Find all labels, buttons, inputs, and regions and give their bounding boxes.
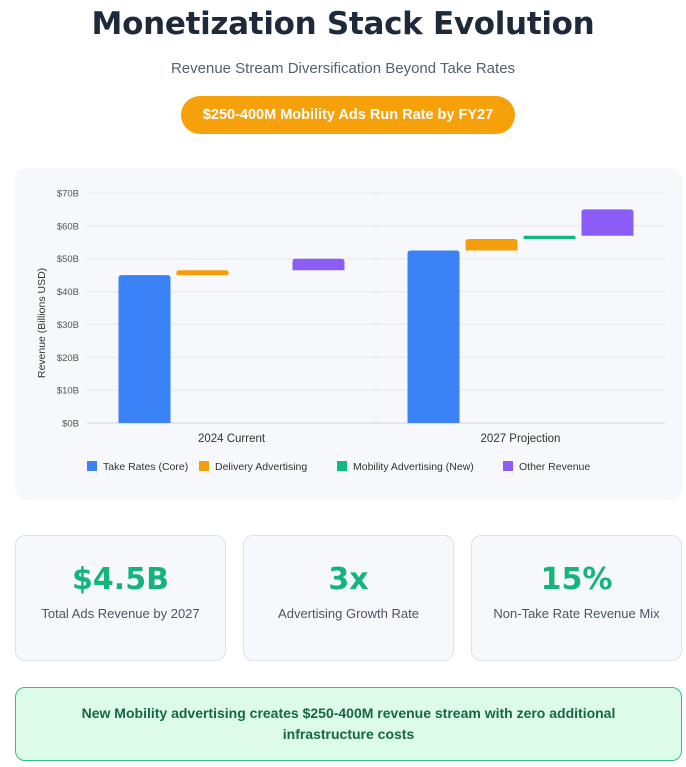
legend-swatch [199, 461, 209, 471]
y-tick-label: $50B [57, 254, 79, 265]
y-tick-label: $30B [57, 320, 79, 331]
legend-label: Mobility Advertising (New) [353, 461, 474, 473]
revenue-chart: $0B $10B $20B $30B $40B $50B $60B $70B Revenue (… [36, 189, 665, 473]
bar-delivery-advertising [465, 239, 518, 251]
bar-other-revenue [581, 209, 634, 236]
metric-value: 3x [328, 562, 369, 597]
bar-other-revenue [292, 258, 345, 271]
metric-label: Advertising Growth Rate [278, 606, 419, 621]
y-tick-label: $60B [57, 221, 79, 232]
callout-banner: New Mobility advertising creates $250-40… [15, 687, 682, 761]
bar-take-rates-core [118, 275, 171, 423]
metric-value: 15% [540, 562, 613, 597]
metric-card-ads-revenue: $4.5B Total Ads Revenue by 2027 [15, 535, 226, 661]
legend-label: Other Revenue [519, 461, 590, 473]
metric-card-revenue-mix: 15% Non-Take Rate Revenue Mix [471, 535, 682, 661]
y-tick-label: $20B [57, 353, 79, 364]
legend-swatch [337, 461, 347, 471]
callout-text: New Mobility advertising creates $250-40… [81, 705, 616, 742]
bar-take-rates-core [407, 250, 460, 423]
legend-label: Delivery Advertising [215, 461, 307, 473]
metric-card-growth-rate: 3x Advertising Growth Rate [243, 535, 454, 661]
metric-label: Total Ads Revenue by 2027 [41, 606, 200, 621]
y-tick-label: $70B [57, 189, 79, 200]
revenue-chart-card: $0B $10B $20B $30B $40B $50B $60B $70B Revenue (… [15, 168, 682, 500]
legend-swatch [503, 461, 513, 471]
metric-value: $4.5B [72, 562, 169, 597]
x-tick-label: 2027 Projection [481, 433, 561, 445]
y-tick-label: $0B [62, 419, 79, 430]
y-tick-label: $10B [57, 386, 79, 397]
y-tick-label: $40B [57, 287, 79, 298]
y-axis-label: Revenue (Billions USD) [36, 268, 48, 378]
legend-swatch [87, 461, 97, 471]
bar-delivery-advertising [176, 270, 229, 276]
bar-mobility-advertising-new [523, 235, 576, 239]
x-tick-label: 2024 Current [198, 433, 266, 445]
legend-label: Take Rates (Core) [103, 461, 188, 473]
run-rate-badge: $250-400M Mobility Ads Run Rate by FY27 [181, 96, 515, 134]
metric-label: Non-Take Rate Revenue Mix [493, 606, 660, 621]
page-title: Monetization Stack Evolution [91, 6, 595, 42]
page-subtitle: Revenue Stream Diversification Beyond Ta… [170, 60, 516, 77]
